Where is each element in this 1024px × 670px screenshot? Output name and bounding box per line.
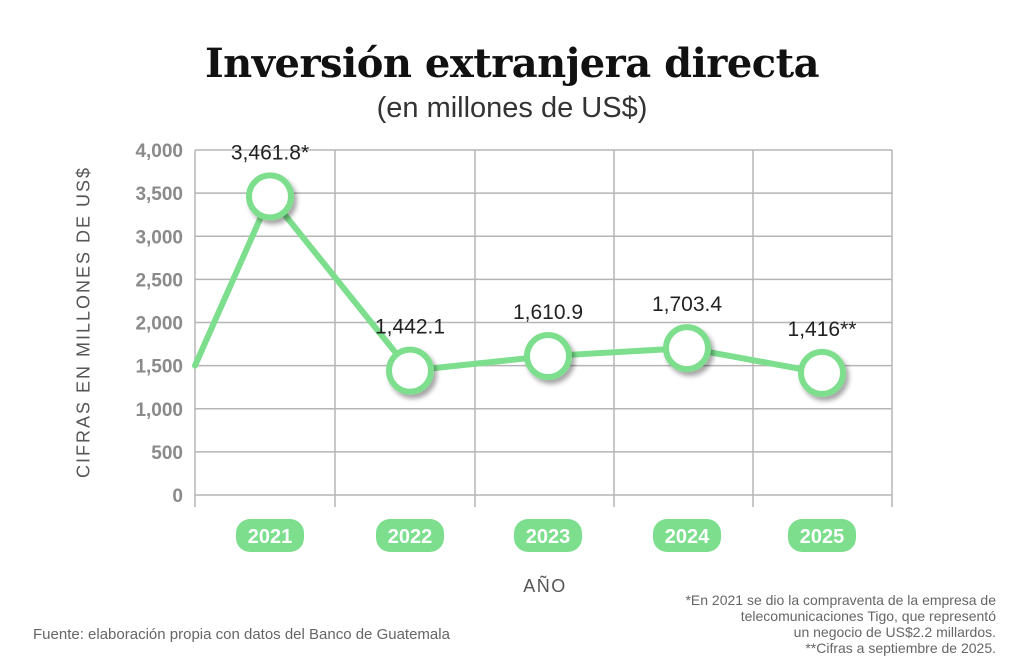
y-tick-label: 500 [151,443,183,464]
x-tick-label: 2022 [388,526,433,548]
data-point-marker [663,324,711,373]
y-tick-label: 0 [172,486,183,507]
footnote-line: **Cifras a septiembre de 2025. [805,640,996,656]
x-tick-label: 2021 [248,526,293,548]
y-tick-label: 3,500 [135,184,183,205]
footnotes: *En 2021 se dio la compraventa de la emp… [616,592,996,656]
data-point-marker [798,348,846,397]
x-axis-badges: 2021 2022 2023 2024 2025 [236,519,856,552]
y-axis-ticks: 0 500 1,000 1,500 2,000 2,500 3,000 3,500 4,000 [135,141,183,507]
footnote-line: *En 2021 se dio la compraventa de la emp… [685,592,996,608]
footnote-line: un negocio de US$2.2 millardos. [793,624,996,640]
y-tick-label: 2,000 [135,314,183,335]
x-category-badge [653,519,721,552]
x-tick-label: 2023 [526,526,571,548]
data-label: 1,442.1 [375,316,445,339]
y-tick-label: 1,000 [135,400,183,421]
y-tick-label: 3,000 [135,227,183,248]
data-label: 3,461.8* [231,141,309,164]
grid [194,149,893,507]
data-label-layer: 3,461.8* 1,442.1 1,610.9 1,703.4 1,416** [231,141,857,340]
x-category-badge [376,519,444,552]
data-label: 1,610.9 [513,301,583,324]
y-tick-label: 2,500 [135,270,183,291]
y-tick-label: 4,000 [135,141,183,162]
data-point-marker [246,172,294,221]
data-label: 1,703.4 [652,293,722,316]
x-tick-label: 2025 [800,526,845,548]
chart-title: Inversión extranjera directa [204,40,820,87]
series-line [192,193,825,376]
source-note: Fuente: elaboración propia con datos del… [33,626,450,643]
x-category-badge [236,519,304,552]
series-line-layer [192,193,825,376]
chart-subtitle: (en millones de US$) [376,92,648,124]
marker-layer [246,172,846,397]
x-category-badge [514,519,582,552]
y-axis-title: CIFRAS EN MILLONES DE US$ [73,165,94,479]
x-category-badge [788,519,856,552]
x-axis-title: AÑO [523,576,567,596]
data-point-marker [386,346,434,395]
data-label: 1,416** [788,318,857,341]
y-tick-label: 1,500 [135,357,183,378]
x-tick-label: 2024 [665,526,710,548]
footnote-line: telecomunicaciones Tigo, que representó [740,608,996,624]
data-point-marker [524,332,572,381]
